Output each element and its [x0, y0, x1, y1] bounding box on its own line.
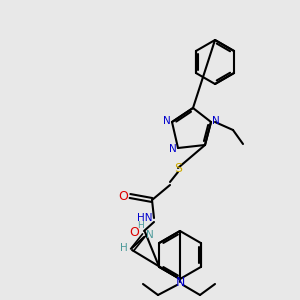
Text: N: N	[146, 230, 154, 240]
Text: H: H	[136, 220, 143, 230]
Text: N: N	[175, 275, 185, 289]
Text: O: O	[118, 190, 128, 202]
Text: N: N	[212, 116, 220, 126]
Text: N: N	[169, 144, 177, 154]
Text: O: O	[129, 226, 139, 238]
Text: HN: HN	[137, 213, 153, 223]
Text: H: H	[120, 243, 128, 253]
Text: S: S	[174, 161, 182, 175]
Text: N: N	[163, 116, 171, 126]
